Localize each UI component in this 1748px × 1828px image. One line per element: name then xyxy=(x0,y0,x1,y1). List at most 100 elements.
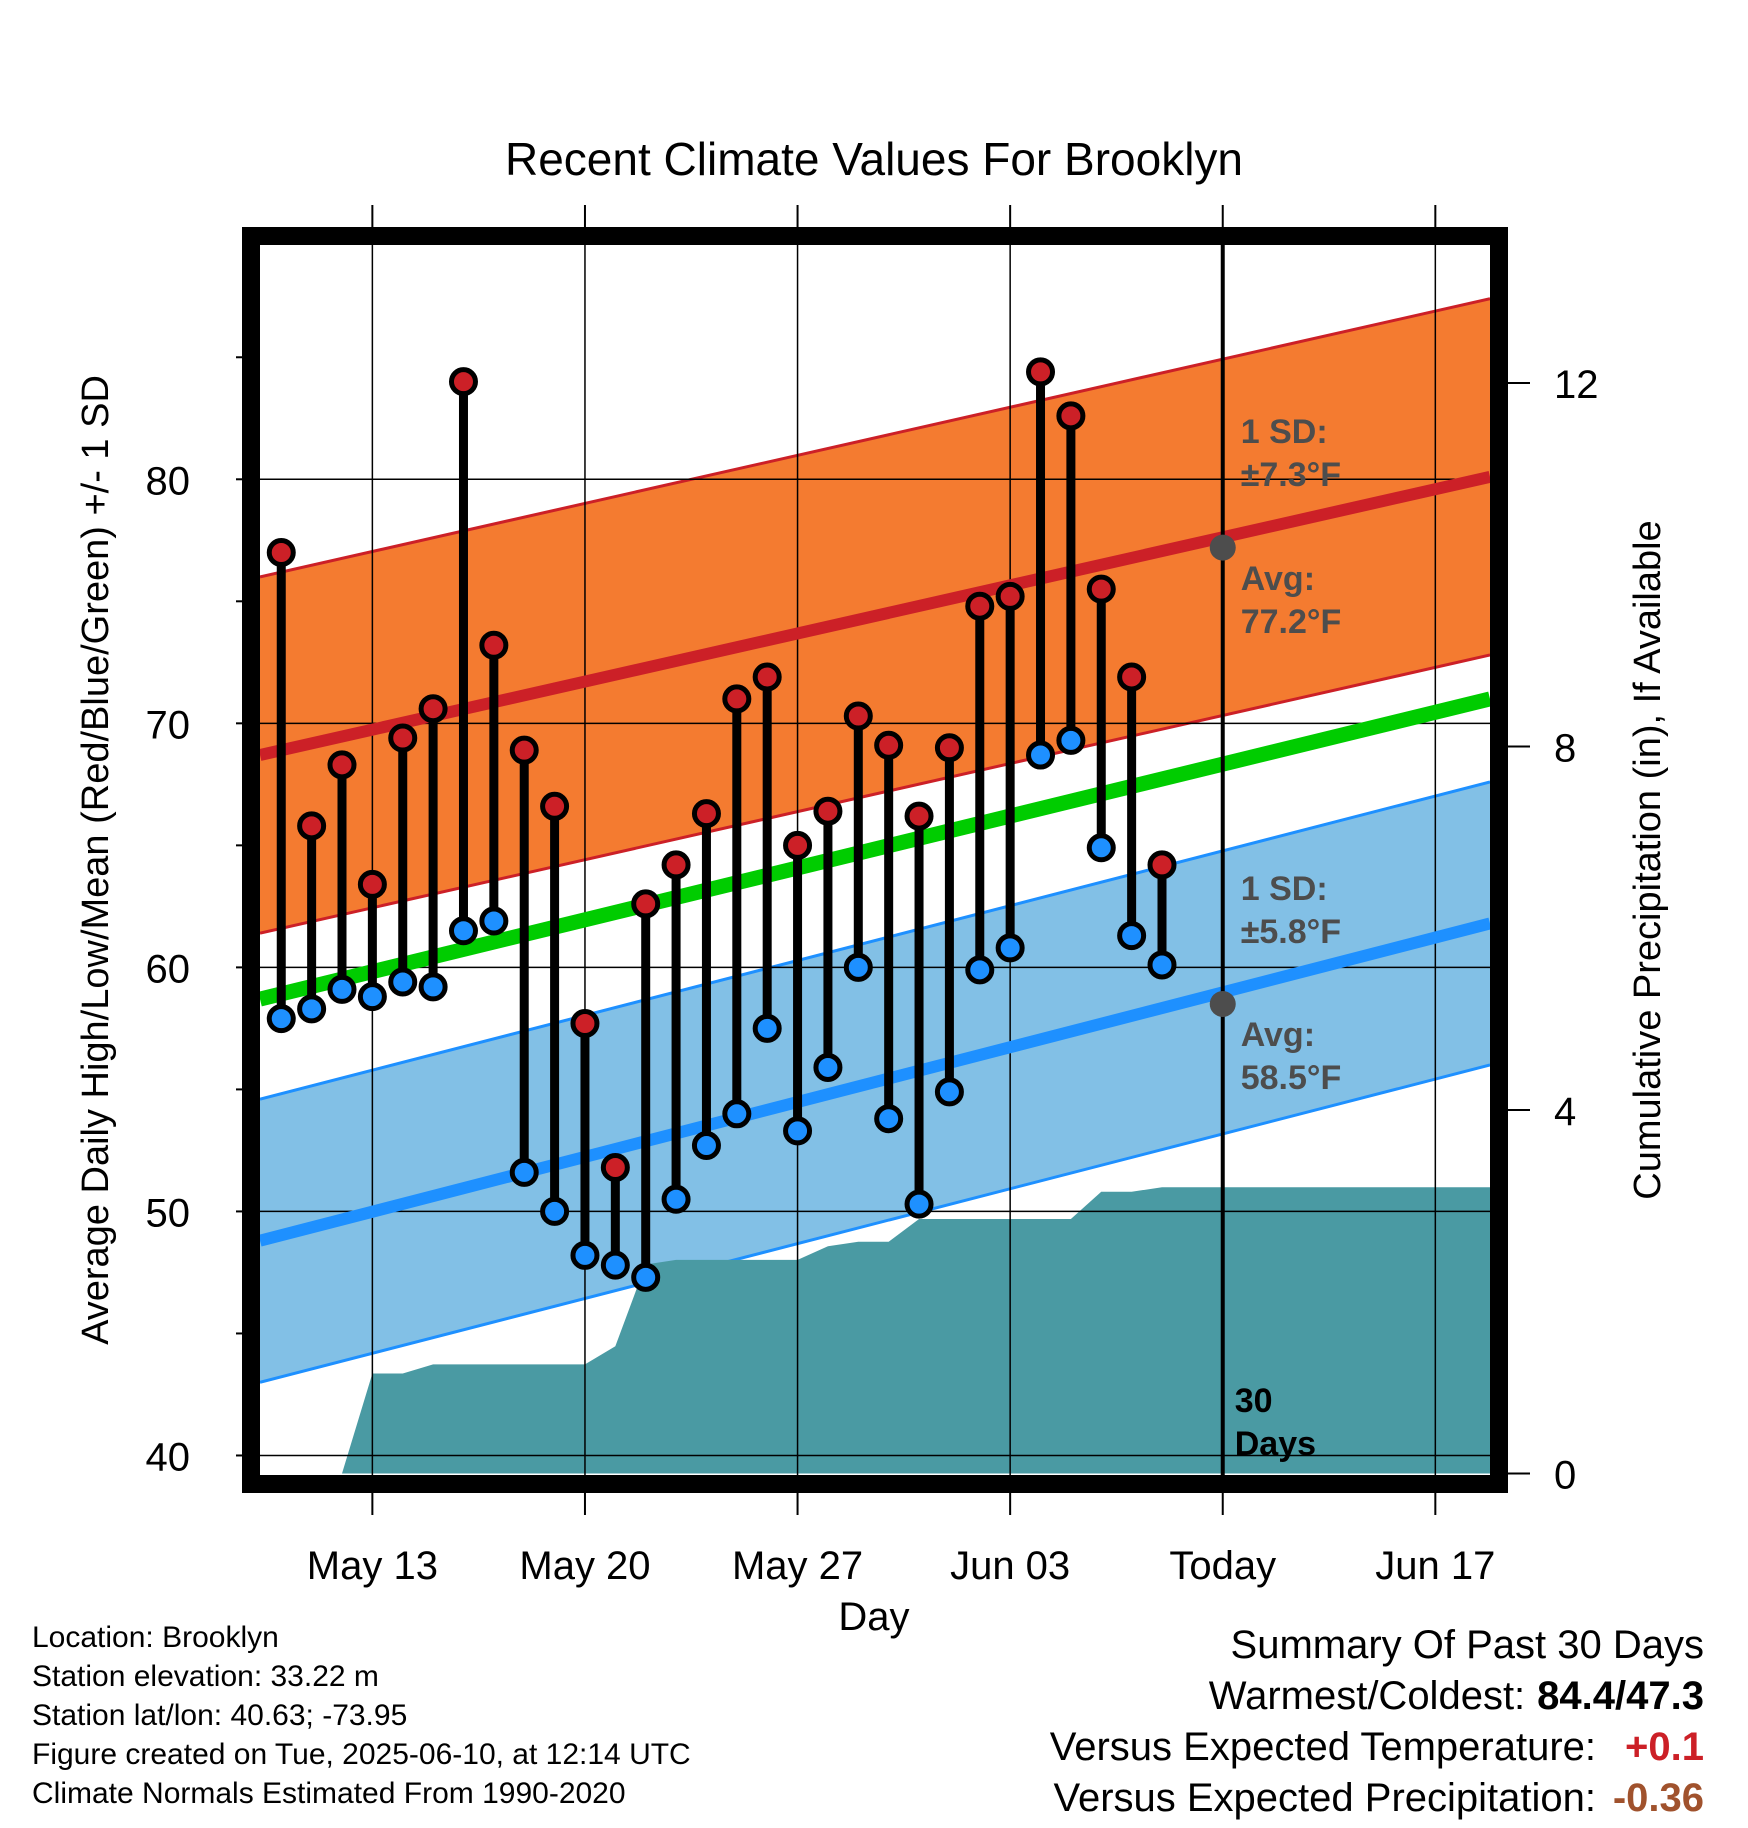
x-tick-label: Jun 03 xyxy=(950,1544,1070,1588)
high-temp-dot xyxy=(418,694,448,724)
y2-tick-label: 12 xyxy=(1554,363,1599,407)
temp-row: Versus Expected Temperature: +0.1 xyxy=(1050,1722,1704,1773)
today-low-avg-marker xyxy=(1209,990,1236,1017)
y-tick-label: 70 xyxy=(146,703,191,747)
precip-label-days: Days xyxy=(1235,1425,1316,1463)
high-temp-dot xyxy=(448,367,478,397)
low-temp-dot xyxy=(904,1189,934,1219)
low-temp-dot xyxy=(783,1116,813,1146)
low-temp-dot xyxy=(813,1052,843,1082)
low-sd-title: 1 SD: xyxy=(1241,870,1328,908)
high-temp-dot xyxy=(1056,401,1086,431)
temp-value: +0.1 xyxy=(1625,1725,1704,1769)
low-temp-dot xyxy=(661,1184,691,1214)
high-sd-title: 1 SD: xyxy=(1241,413,1328,451)
low-temp-dot xyxy=(1117,921,1147,951)
high-temp-dot xyxy=(388,723,418,753)
x-tick-label: May 27 xyxy=(732,1544,863,1588)
low-temp-dot xyxy=(570,1240,600,1270)
low-temp-dot xyxy=(631,1262,661,1292)
created-text: Figure created on Tue, 2025-06-10, at 12… xyxy=(32,1738,691,1771)
warm-cold-label: Warmest/Coldest: xyxy=(1208,1674,1526,1718)
high-temp-dot xyxy=(691,799,721,829)
high-avg-value: 77.2°F xyxy=(1241,603,1342,641)
low-temp-dot xyxy=(357,982,387,1012)
low-temp-dot xyxy=(1147,950,1177,980)
y2-tick-label: 0 xyxy=(1554,1453,1576,1497)
high-temp-dot xyxy=(965,591,995,621)
high-temp-dot xyxy=(1086,574,1116,604)
x-tick-label: Today xyxy=(1169,1544,1276,1588)
y2-tick-label: 8 xyxy=(1554,727,1576,771)
x-tick-label: May 20 xyxy=(519,1544,650,1588)
warm-cold-value: 84.4/47.3 xyxy=(1537,1674,1704,1718)
y-tick-label: 60 xyxy=(146,947,191,991)
high-temp-dot xyxy=(995,581,1025,611)
y-axis-label: Average Daily High/Low/Mean (Red/Blue/Gr… xyxy=(75,375,117,1345)
low-temp-dot xyxy=(1026,740,1056,770)
plot-frame xyxy=(242,227,1508,1493)
y-tick-label: 80 xyxy=(146,459,191,503)
precip-value: -0.36 xyxy=(1612,1776,1704,1820)
high-temp-dot xyxy=(813,796,843,826)
high-sd-value: ±7.3°F xyxy=(1241,456,1341,494)
y-tick-label: 40 xyxy=(146,1435,191,1479)
low-temp-dot xyxy=(752,1013,782,1043)
low-temp-dot xyxy=(965,955,995,985)
low-temp-dot xyxy=(509,1157,539,1187)
plot-overlay: 40 50 60 70 80 0 4 8 12 May 13 May 20 May 27 Jun 03 T… xyxy=(146,205,1599,1588)
high-temp-dot xyxy=(570,1009,600,1039)
low-sd-band-upper-edge xyxy=(260,780,1490,1101)
high-temp-dot xyxy=(1147,850,1177,880)
low-avg-title: Avg: xyxy=(1241,1016,1315,1054)
low-temp-dot xyxy=(448,916,478,946)
low-temp-dot xyxy=(722,1099,752,1129)
low-temp-dot xyxy=(327,974,357,1004)
low-temp-dot xyxy=(934,1077,964,1107)
high-temp-dot xyxy=(357,869,387,899)
low-sd-band-lower-edge xyxy=(260,1063,1490,1384)
low-temp-dot xyxy=(1056,725,1086,755)
low-sd-value: ±5.8°F xyxy=(1241,913,1341,951)
elevation-text: Station elevation: 33.22 m xyxy=(32,1660,379,1693)
high-temp-dot xyxy=(631,889,661,919)
high-temp-dot xyxy=(600,1153,630,1182)
temp-label: Versus Expected Temperature: xyxy=(1049,1725,1596,1769)
high-temp-dot xyxy=(752,662,782,692)
summary-panel: Summary Of Past 30 Days Warmest/Coldest:… xyxy=(1050,1620,1704,1824)
x-axis-label: Day xyxy=(838,1595,909,1639)
low-temp-dot xyxy=(843,952,873,982)
low-temp-dot xyxy=(418,972,448,1002)
x-tick-label: May 13 xyxy=(307,1544,438,1588)
high-temp-dot xyxy=(540,791,570,821)
precip-label-number: 30 xyxy=(1235,1382,1273,1420)
high-temp-dot xyxy=(266,538,296,567)
y-tick-label: 50 xyxy=(146,1191,191,1235)
low-temp-dot xyxy=(540,1196,570,1226)
low-normal-line xyxy=(260,917,1490,1247)
normals-text: Climate Normals Estimated From 1990-2020 xyxy=(32,1777,626,1810)
y2-tick-label: 4 xyxy=(1554,1090,1576,1134)
precip-label: Versus Expected Precipitation: xyxy=(1053,1776,1596,1820)
high-temp-dot xyxy=(1117,662,1147,692)
chart-title: Recent Climate Values For Brooklyn xyxy=(505,133,1243,185)
high-temp-dot xyxy=(661,850,691,880)
high-temp-dot xyxy=(327,750,357,780)
low-temp-dot xyxy=(388,967,418,997)
low-temp-dot xyxy=(691,1131,721,1161)
high-temp-dot xyxy=(509,735,539,765)
plot-area: 1 SD: ±7.3°F Avg: 77.2°F 1 SD: ±5.8°F Avg: 58.5… xyxy=(260,245,1490,1475)
location-text: Location: Brooklyn xyxy=(32,1621,279,1654)
high-temp-dot xyxy=(297,811,327,841)
warm-cold-row: Warmest/Coldest: 84.4/47.3 xyxy=(1050,1671,1704,1722)
low-temp-dot xyxy=(1086,833,1116,863)
x-tick-label: Jun 17 xyxy=(1375,1544,1495,1588)
high-temp-dot xyxy=(479,630,509,660)
low-temp-dot xyxy=(600,1250,630,1280)
high-temp-dot xyxy=(843,701,873,731)
high-avg-title: Avg: xyxy=(1241,560,1315,598)
low-temp-dot xyxy=(479,906,509,936)
y2-axis-label: Cumulative Precipitation (in), If Availa… xyxy=(1627,520,1669,1199)
latlon-text: Station lat/lon: 40.63; -73.95 xyxy=(32,1699,408,1732)
